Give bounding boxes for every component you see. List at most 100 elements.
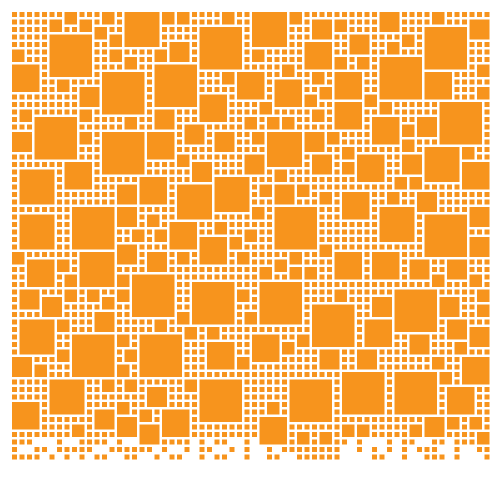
orange-square-tile [102, 199, 107, 205]
orange-square-tile [327, 184, 332, 190]
orange-square-tile [417, 19, 422, 25]
orange-square-tile [12, 184, 17, 190]
orange-square-tile [237, 12, 242, 17]
orange-square-tile [19, 34, 25, 40]
orange-square-tile [424, 102, 430, 107]
orange-square-tile [154, 207, 160, 212]
orange-square-tile [417, 117, 437, 137]
orange-square-tile [12, 214, 17, 220]
orange-square-tile [387, 424, 392, 430]
orange-square-tile [42, 64, 47, 70]
orange-square-tile [319, 424, 325, 430]
orange-square-tile [252, 12, 287, 47]
orange-square-tile [484, 57, 490, 62]
orange-square-tile [379, 192, 385, 197]
orange-square-tile [282, 342, 295, 355]
orange-square-tile [12, 154, 17, 160]
orange-square-tile [259, 199, 265, 205]
orange-square-tile [94, 27, 107, 40]
orange-square-tile [12, 162, 17, 167]
orange-square-tile [27, 94, 32, 100]
orange-square-tile [64, 244, 70, 250]
orange-square-tile [109, 49, 122, 62]
orange-square-tile [484, 12, 490, 17]
orange-square-tile [12, 132, 32, 152]
orange-square-tile [469, 432, 475, 437]
orange-square-tile [214, 267, 220, 272]
orange-square-tile [364, 222, 370, 227]
orange-square-tile [364, 109, 370, 115]
orange-square-tile [79, 132, 92, 145]
orange-square-tile [207, 124, 212, 130]
orange-square-tile [304, 282, 310, 287]
orange-square-tile [87, 424, 92, 430]
orange-square-tile [484, 424, 490, 430]
orange-square-tile [334, 379, 340, 385]
orange-square-tile [387, 439, 392, 445]
orange-square-tile [184, 304, 190, 310]
orange-square-tile [64, 417, 70, 422]
orange-square-tile [132, 177, 137, 182]
orange-square-tile [409, 417, 415, 422]
orange-square-tile [379, 357, 385, 362]
orange-square-tile [394, 177, 407, 190]
orange-square-tile [372, 19, 377, 25]
orange-square-tile [124, 454, 130, 460]
orange-square-tile [462, 79, 467, 85]
orange-square-tile [214, 87, 220, 92]
orange-square-tile [439, 259, 445, 265]
orange-square-tile [42, 49, 47, 55]
orange-square-tile [409, 117, 415, 122]
orange-square-tile [394, 147, 400, 152]
orange-square-tile [244, 379, 250, 385]
orange-square-tile [117, 289, 130, 302]
orange-square-tile [267, 394, 272, 400]
orange-square-tile [132, 334, 137, 340]
orange-square-tile [79, 79, 85, 85]
orange-square-tile [357, 319, 362, 325]
orange-square-tile [274, 387, 280, 392]
orange-square-tile [42, 79, 47, 85]
orange-square-tile [439, 207, 445, 212]
orange-square-tile [334, 222, 340, 227]
orange-square-tile [402, 267, 407, 272]
orange-square-tile [394, 244, 400, 250]
orange-square-tile [162, 222, 167, 227]
orange-square-tile [184, 289, 190, 295]
orange-square-tile [484, 147, 490, 152]
orange-square-tile [267, 169, 272, 175]
orange-square-tile [267, 259, 272, 265]
orange-square-tile [342, 229, 347, 235]
orange-square-tile [237, 102, 242, 107]
orange-square-tile [244, 432, 250, 437]
orange-square-tile [79, 124, 85, 130]
orange-square-tile [19, 19, 25, 25]
orange-square-tile [409, 177, 422, 190]
orange-square-tile [289, 432, 295, 437]
orange-square-tile [447, 387, 475, 415]
orange-square-tile [402, 27, 407, 32]
orange-square-tile [484, 109, 490, 115]
orange-square-tile [109, 184, 115, 190]
orange-square-tile [72, 417, 77, 422]
orange-square-tile [27, 27, 32, 32]
orange-square-tile [244, 447, 250, 452]
orange-square-tile [372, 282, 377, 287]
orange-square-tile [124, 177, 130, 182]
orange-square-tile [274, 327, 280, 332]
orange-square-tile [312, 154, 332, 175]
orange-square-tile [12, 439, 17, 445]
orange-square-tile [162, 409, 190, 437]
orange-square-tile [342, 439, 347, 445]
orange-square-tile [267, 454, 272, 460]
orange-square-tile [372, 447, 377, 452]
orange-square-tile [229, 124, 235, 130]
orange-square-tile [252, 64, 257, 70]
orange-square-tile [244, 274, 250, 280]
orange-square-tile [312, 447, 317, 452]
orange-square-tile [439, 289, 445, 295]
orange-square-tile [87, 192, 92, 197]
orange-square-tile [34, 432, 40, 437]
orange-square-tile [387, 357, 392, 362]
